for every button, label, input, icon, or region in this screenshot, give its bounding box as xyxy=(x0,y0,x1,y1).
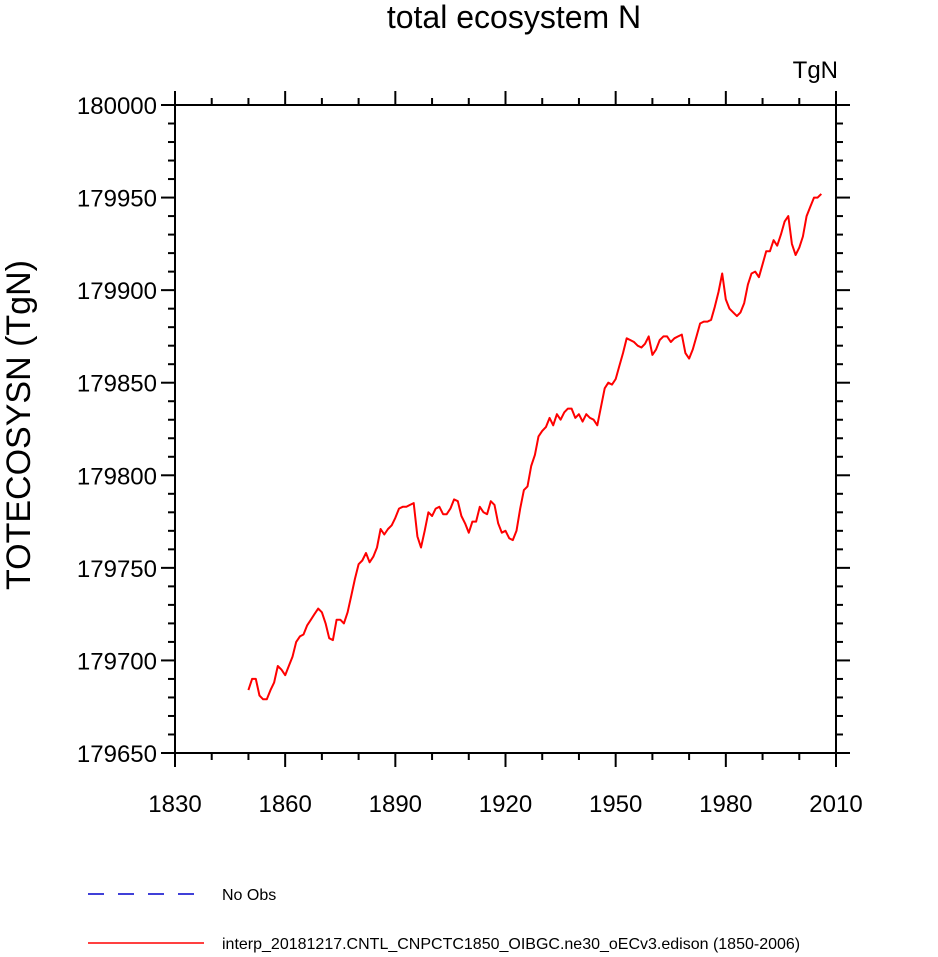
x-tick-label: 1890 xyxy=(369,791,422,818)
y-tick-label: 179800 xyxy=(77,463,157,490)
x-tick-label: 1920 xyxy=(479,791,532,818)
major-ticks xyxy=(161,91,850,767)
legend: No Obs interp_20181217.CNTL_CNPCTC1850_OI… xyxy=(88,887,800,953)
y-tick-label: 179700 xyxy=(77,648,157,675)
series-layer xyxy=(247,193,823,701)
y-tick-label: 180000 xyxy=(77,93,157,120)
y-tick-label: 179850 xyxy=(77,371,157,398)
minor-ticks xyxy=(168,98,843,760)
chart-title: total ecosystem N xyxy=(387,0,641,35)
legend-label: interp_20181217.CNTL_CNPCTC1850_OIBGC.ne… xyxy=(222,936,800,953)
x-tick-label: 1860 xyxy=(258,791,311,818)
y-tick-labels: 179650 179700 179750 179800 179850 179900 1799… xyxy=(77,93,157,768)
x-tick-label: 1830 xyxy=(148,791,201,818)
legend-label: No Obs xyxy=(222,887,276,904)
x-tick-label: 1980 xyxy=(699,791,752,818)
y-tick-label: 179950 xyxy=(77,186,157,213)
series-line xyxy=(247,193,823,701)
x-tick-labels: 1830 1860 1890 1920 1950 1980 2010 xyxy=(148,791,862,818)
x-tick-label: 2010 xyxy=(809,791,862,818)
units-label: TgN xyxy=(793,57,838,84)
plot-frame xyxy=(174,104,837,754)
y-tick-label: 179900 xyxy=(77,278,157,305)
x-tick-label: 1950 xyxy=(589,791,642,818)
y-axis-label: TOTECOSYSN (TgN) xyxy=(0,260,38,590)
y-tick-label: 179650 xyxy=(77,741,157,768)
y-tick-label: 179750 xyxy=(77,556,157,583)
